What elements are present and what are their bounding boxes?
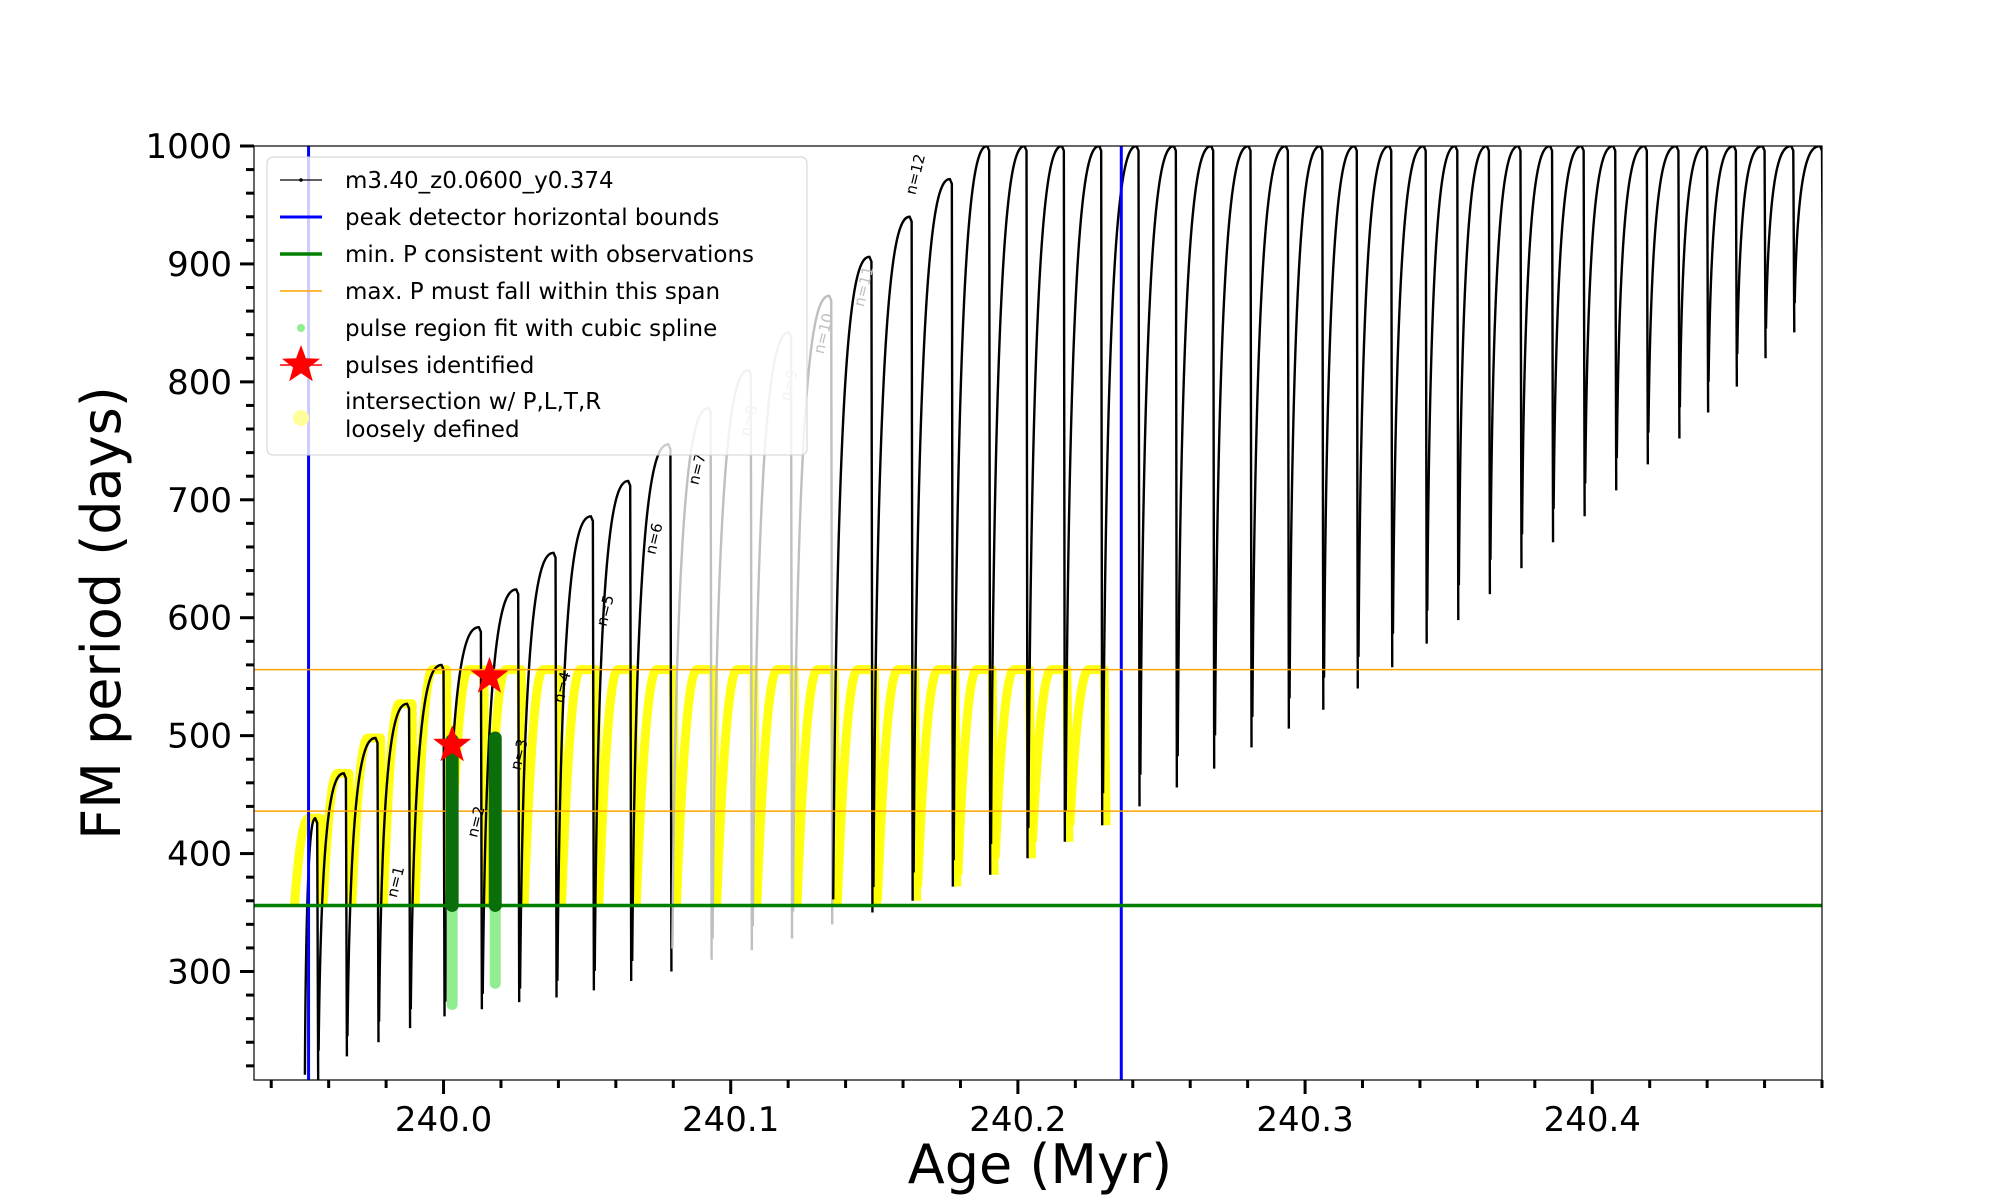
- legend-max-p-label: max. P must fall within this span: [345, 279, 720, 305]
- pulse-track: [1391, 146, 1428, 644]
- x-tick-label: 240.2: [969, 1100, 1066, 1140]
- pulse-track: [1101, 146, 1141, 807]
- legend-intersection-label: intersection w/ P,L,T,R: [345, 389, 601, 415]
- legend-frame: [266, 156, 808, 456]
- legend-entry-min-p: min. P consistent with observations: [280, 242, 754, 268]
- y-tick-label: 300: [167, 953, 232, 993]
- legend-intersection-label-cont: loosely defined: [345, 417, 520, 443]
- pulse-track: [1357, 146, 1394, 668]
- legend-intersection-dot: [293, 410, 309, 426]
- legend-track-label: m3.40_z0.0600_y0.374: [345, 168, 614, 194]
- pulse-track: [556, 515, 596, 991]
- pulse-track: [1322, 146, 1359, 689]
- legend-star-icon: [282, 345, 320, 382]
- y-tick-label: 500: [167, 717, 232, 757]
- pulse-track: [872, 215, 914, 901]
- pulse-track: [1139, 146, 1179, 788]
- pulse-track: [518, 551, 558, 998]
- identified-layer: [433, 656, 509, 762]
- y-axis-title: FM period (days): [70, 386, 133, 840]
- legend-entry-identified: pulses identified: [280, 345, 534, 382]
- spline-layer: [445, 731, 502, 1011]
- legend-identified-label: pulses identified: [345, 353, 534, 379]
- y-tick-label: 900: [167, 245, 232, 285]
- pulse-track: [409, 663, 446, 1017]
- pulse-track: [1027, 146, 1067, 842]
- identified-pulse-star: [470, 656, 509, 693]
- legend-spline-label: pulse region fit with cubic spline: [345, 316, 717, 342]
- pulse-track: [791, 294, 834, 925]
- pulse-track: [1064, 146, 1104, 826]
- y-tick-label: 800: [167, 363, 232, 403]
- pulse-track: [593, 479, 633, 981]
- pulse-track: [832, 255, 874, 913]
- y-tick-label: 700: [167, 481, 232, 521]
- pulse-track: [1213, 146, 1253, 748]
- pulse-track: [989, 146, 1029, 859]
- pulse-track: [481, 588, 521, 1003]
- y-tick-label: 1000: [145, 127, 232, 167]
- pulse-track: [1176, 146, 1216, 769]
- x-axis-title: Age (Myr): [908, 1133, 1173, 1196]
- legend: m3.40_z0.0600_y0.374 peak detector horiz…: [266, 156, 808, 456]
- y-tick-label: 400: [167, 835, 232, 875]
- legend-entry-spline: pulse region fit with cubic spline: [297, 316, 717, 342]
- legend-spline-dot: [297, 324, 305, 332]
- x-tick-label: 240.1: [682, 1100, 779, 1140]
- pulse-track: [912, 177, 955, 887]
- y-tick-label: 600: [167, 599, 232, 639]
- pulse-track: [346, 736, 380, 1043]
- pulse-track: [377, 702, 412, 1029]
- pulse-track: [1288, 146, 1325, 710]
- x-tick-label: 240.0: [395, 1100, 492, 1140]
- legend-min-p-label: min. P consistent with observations: [345, 242, 754, 268]
- pulse-track: [952, 146, 992, 875]
- legend-entry-track: m3.40_z0.0600_y0.374: [280, 168, 614, 194]
- legend-entry-intersection: intersection w/ P,L,T,R loosely defined: [293, 389, 601, 443]
- x-tick-label: 240.3: [1256, 1100, 1353, 1140]
- x-axis: 240.0 240.1 240.2 240.3 240.4: [269, 1080, 1824, 1140]
- legend-entry-max-p: max. P must fall within this span: [280, 279, 720, 305]
- legend-track-dot: [299, 178, 303, 182]
- x-tick-label: 240.4: [1544, 1100, 1641, 1140]
- y-axis: 300 400 500 600 700 800 900 1000: [145, 127, 254, 1068]
- pulse-track: [1251, 146, 1291, 729]
- identified-pulse-star: [433, 725, 472, 762]
- plot-frame: [253, 145, 1823, 1081]
- legend-bounds-label: peak detector horizontal bounds: [345, 205, 719, 231]
- pulse-track: [317, 772, 349, 1057]
- legend-entry-bounds: peak detector horizontal bounds: [280, 205, 719, 231]
